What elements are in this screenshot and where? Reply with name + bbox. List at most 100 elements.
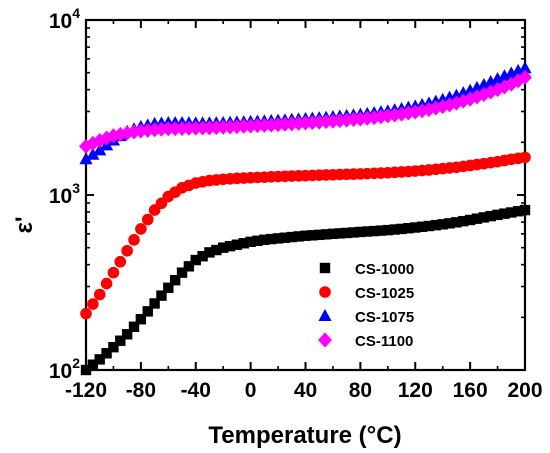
series-cs-1100 (79, 69, 532, 154)
marker-fill (168, 121, 183, 137)
data-point (135, 223, 147, 235)
marker-fill (101, 348, 112, 359)
marker-fill (305, 115, 320, 131)
series-cs-1075 (79, 61, 532, 165)
y-tick-base: 10 (49, 360, 72, 383)
marker-fill (251, 171, 264, 184)
marker-fill (485, 210, 496, 222)
data-point (327, 228, 339, 240)
marker-fill (156, 290, 167, 301)
marker-fill (155, 197, 168, 210)
marker-fill (415, 103, 430, 119)
marker-fill (224, 173, 236, 185)
marker-fill (113, 126, 128, 142)
marker-fill (238, 238, 249, 249)
x-tick-label: -80 (126, 379, 156, 402)
marker-fill (416, 164, 428, 177)
data-point (121, 329, 133, 340)
legend-marker (318, 332, 332, 348)
marker-fill (142, 306, 153, 317)
marker-fill (196, 175, 209, 188)
x-tick-label: 200 (507, 379, 542, 402)
data-point (286, 231, 297, 243)
data-point (93, 143, 107, 156)
marker-fill (293, 231, 304, 242)
data-point (245, 236, 256, 248)
marker-fill (320, 229, 332, 240)
marker-fill (469, 89, 484, 105)
marker-fill (470, 80, 484, 93)
marker-fill (416, 221, 428, 232)
data-point (355, 226, 366, 238)
marker-fill (430, 163, 442, 176)
data-point (451, 217, 462, 228)
data-point (477, 78, 491, 91)
marker-fill (264, 117, 279, 133)
marker-fill (332, 113, 347, 129)
marker-fill (277, 116, 292, 132)
marker-fill (334, 228, 345, 239)
marker-fill (361, 167, 374, 180)
data-point (492, 209, 503, 221)
marker-fill (498, 154, 511, 167)
marker-fill (471, 158, 483, 171)
marker-fill (306, 169, 319, 182)
x-tick-label: -120 (65, 379, 107, 402)
marker-fill (252, 235, 263, 246)
marker-fill (484, 156, 497, 169)
y-tick-label: 103 (49, 180, 80, 208)
marker-fill (223, 119, 238, 135)
marker-fill (209, 120, 224, 136)
marker-fill (484, 75, 498, 88)
marker-fill (211, 244, 222, 256)
data-point (121, 244, 133, 257)
marker-fill (456, 93, 471, 109)
x-axis-title: Temperature (°C) (208, 422, 401, 449)
x-tick-label: 0 (245, 379, 257, 402)
marker-fill (471, 213, 483, 224)
marker-fill (87, 359, 99, 370)
data-point (423, 220, 435, 232)
marker-fill (100, 277, 113, 290)
marker-fill (375, 167, 387, 179)
data-point (80, 364, 92, 376)
marker-fill (442, 97, 457, 113)
data-point (94, 354, 105, 365)
y-tick-label: 104 (49, 5, 80, 33)
marker-fill (403, 223, 414, 234)
marker-fill (266, 233, 277, 245)
data-point (231, 239, 243, 250)
marker-fill (444, 218, 455, 229)
marker-fill (389, 224, 400, 235)
data-point (190, 254, 201, 266)
data-series (79, 61, 532, 376)
marker-fill (457, 160, 470, 173)
marker-fill (169, 275, 181, 286)
data-point (107, 266, 120, 279)
marker-fill (512, 152, 524, 165)
data-point (518, 61, 532, 74)
marker-fill (346, 112, 361, 128)
marker-fill (99, 130, 114, 146)
marker-fill (401, 105, 416, 121)
x-tick-label: 40 (294, 379, 317, 402)
marker-fill (128, 234, 140, 246)
y-tick-exponent: 3 (72, 180, 80, 196)
data-point (368, 225, 380, 237)
data-point (135, 314, 147, 325)
plot-frame (84, 18, 527, 372)
data-point (410, 222, 421, 233)
marker-fill (87, 298, 99, 310)
marker-fill (373, 109, 388, 125)
y-tick-base: 10 (49, 10, 72, 33)
data-point (259, 234, 270, 245)
marker-fill (292, 170, 305, 182)
marker-fill (497, 79, 512, 95)
marker-fill (114, 255, 127, 268)
marker-fill (319, 114, 334, 130)
data-point (437, 219, 448, 230)
data-point (108, 341, 119, 353)
y-tick-label: 102 (49, 355, 80, 383)
marker-fill (210, 174, 223, 186)
